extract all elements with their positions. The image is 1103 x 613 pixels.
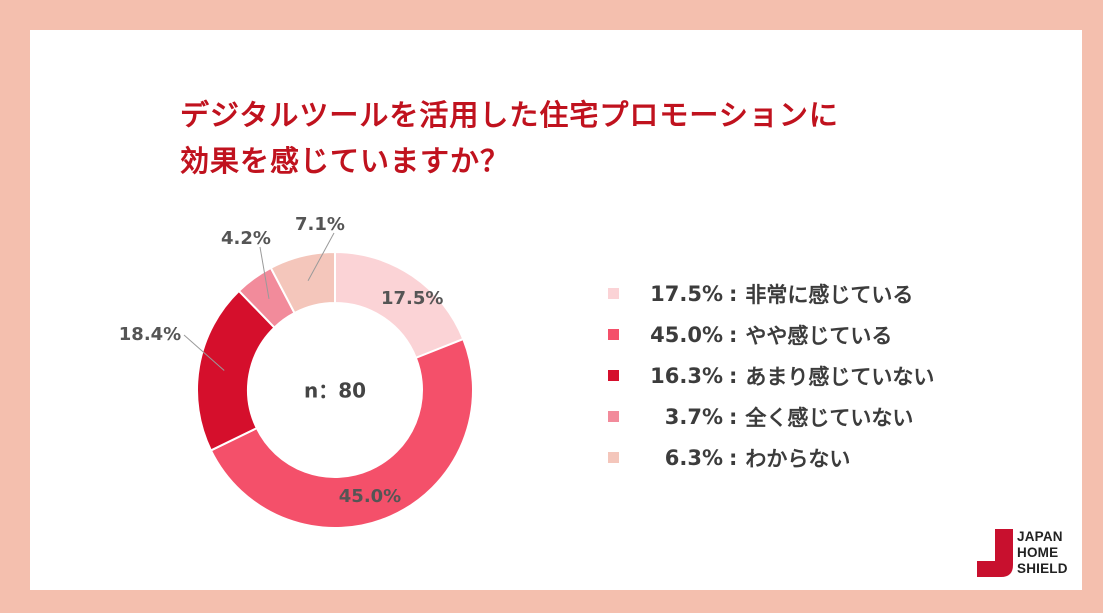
legend-swatch bbox=[608, 452, 619, 463]
legend-percent: 45.0% bbox=[650, 322, 723, 347]
legend-separator: : bbox=[729, 445, 738, 470]
label-leader-line bbox=[259, 246, 270, 299]
legend-item: 16.3% : あまり感じていない bbox=[608, 355, 934, 396]
legend-label: 全く感じていない bbox=[745, 405, 914, 430]
legend-separator: : bbox=[729, 404, 738, 429]
company-logo: JAPAN HOME SHIELD bbox=[975, 527, 1079, 581]
label-leader-line bbox=[307, 232, 335, 282]
legend-separator: : bbox=[729, 281, 738, 306]
legend-item: 45.0% : やや感じている bbox=[608, 314, 934, 355]
legend-label: 非常に感じている bbox=[745, 282, 914, 307]
logo-j-mark bbox=[977, 529, 1013, 577]
legend-item: 3.7% : 全く感じていない bbox=[608, 396, 934, 437]
legend-label: やや感じている bbox=[745, 323, 893, 348]
logo-line-2: HOME bbox=[1017, 545, 1059, 560]
legend-swatch bbox=[608, 370, 619, 381]
chart-title: デジタルツールを活用した住宅プロモーションに 効果を感じていますか？ bbox=[180, 92, 839, 184]
legend-percent: 3.7% bbox=[664, 404, 723, 429]
legend-label: わからない bbox=[745, 446, 851, 471]
legend-percent: 17.5% bbox=[650, 281, 723, 306]
data-label: 45.0% bbox=[339, 486, 401, 507]
donut-chart: 17.5% 45.0% 18.4% 4.2% 7.1% n：80 bbox=[119, 214, 474, 530]
legend-percent: 6.3% bbox=[664, 445, 723, 470]
card: デジタルツールを活用した住宅プロモーションに 効果を感じていますか？ 17.5%… bbox=[30, 30, 1082, 590]
legend-swatch bbox=[608, 411, 619, 422]
logo-line-1: JAPAN bbox=[1017, 529, 1063, 544]
label-leader-line bbox=[183, 334, 225, 371]
donut-slice bbox=[209, 337, 474, 530]
legend-swatch bbox=[608, 288, 619, 299]
legend-item: 6.3% : わからない bbox=[608, 437, 934, 478]
legend: 17.5% : 非常に感じている 45.0% : やや感じている 16.3% :… bbox=[608, 273, 934, 478]
legend-label: あまり感じていない bbox=[745, 364, 935, 389]
logo-line-3: SHIELD bbox=[1017, 561, 1068, 576]
data-label: 18.4% bbox=[119, 324, 181, 345]
title-line-1: デジタルツールを活用した住宅プロモーションに bbox=[180, 98, 839, 132]
data-label: 7.1% bbox=[295, 214, 345, 235]
legend-swatch bbox=[608, 329, 619, 340]
center-sample-label: n：80 bbox=[304, 379, 366, 403]
legend-item: 17.5% : 非常に感じている bbox=[608, 273, 934, 314]
legend-separator: : bbox=[729, 322, 738, 347]
data-label: 17.5% bbox=[381, 288, 443, 309]
data-label: 4.2% bbox=[221, 228, 271, 249]
donut-slice bbox=[269, 250, 336, 315]
legend-separator: : bbox=[729, 363, 738, 388]
logo-wordmark: JAPAN HOME SHIELD bbox=[1017, 529, 1068, 577]
legend-percent: 16.3% bbox=[650, 363, 723, 388]
title-line-2: 効果を感じていますか？ bbox=[180, 144, 511, 178]
